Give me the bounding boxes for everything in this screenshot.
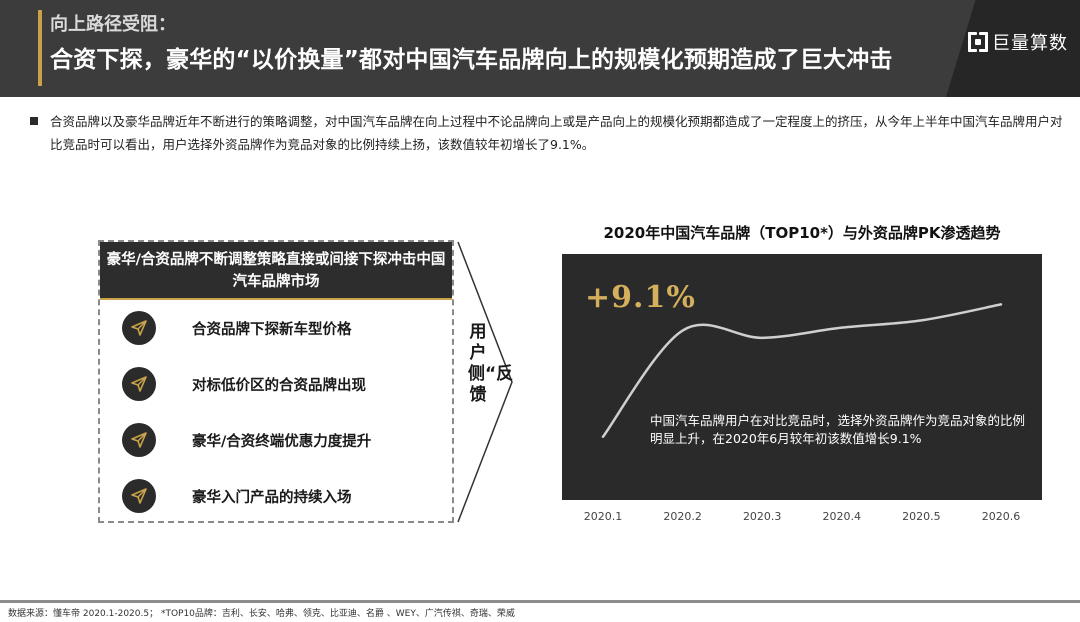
header-accent-bar (38, 10, 42, 86)
header-subtitle: 向上路径受阻： (50, 14, 176, 35)
panel-item-label: 豪华入门产品的持续入场 (192, 490, 352, 506)
logo-text: 巨量算数 (992, 33, 1068, 54)
chart-annotation: 中国汽车品牌用户在对比竞品时，选择外资品牌作为竞品对象的比例明显上升，在2020… (650, 413, 1026, 446)
panel-item-label: 对标低价区的合资品牌出现 (192, 378, 366, 394)
chart-title: 2020年中国汽车品牌（TOP10*）与外资品牌PK渗透趋势 (603, 224, 1001, 242)
panel-item-label: 豪华/合资终端优惠力度提升 (192, 434, 372, 450)
panel-item-label: 合资品牌下探新车型价格 (192, 322, 352, 338)
page-title: 合资下探，豪华的“以价换量”都对中国汽车品牌向上的规模化预期造成了巨大冲击 (50, 47, 893, 73)
x-tick-label: 2020.4 (822, 510, 862, 523)
square-bullet-icon (30, 117, 38, 125)
panel-header: 豪华/合资品牌不断调整策略直接或间接下探冲击中国汽车品牌市场 (100, 242, 452, 300)
intro-section: 合资品牌以及豪华品牌近年不断进行的策略调整，对中国汽车品牌在向上过程中不论品牌向… (30, 110, 1070, 156)
panel-item: 合资品牌下探新车型价格 (122, 308, 432, 348)
line-chart (601, 303, 1003, 438)
panel-item: 豪华/合资终端优惠力度提升 (122, 420, 432, 460)
intro-text: 合资品牌以及豪华品牌近年不断进行的策略调整，对中国汽车品牌在向上过程中不论品牌向… (50, 114, 1063, 152)
series-line (601, 303, 1003, 438)
growth-highlight: +9.1% (585, 280, 696, 315)
panel-item: 豪华入门产品的持续入场 (122, 476, 432, 516)
paper-plane-icon (122, 479, 156, 513)
paper-plane-icon (122, 367, 156, 401)
strategy-panel: 豪华/合资品牌不断调整策略直接或间接下探冲击中国汽车品牌市场 合资品牌下探新车型… (98, 240, 454, 523)
x-tick-label: 2020.1 (583, 510, 623, 523)
x-tick-label: 2020.5 (902, 510, 941, 523)
footer-divider (0, 600, 1080, 603)
x-tick-label: 2020.6 (981, 510, 1021, 523)
brand-logo: 巨量算数 (968, 30, 1068, 54)
arrow-label: 用户侧“反馈 (468, 322, 514, 405)
logo-mark-icon (968, 32, 988, 52)
x-tick-label: 2020.3 (742, 510, 782, 523)
feedback-arrow-icon (457, 241, 513, 523)
paper-plane-icon (122, 423, 156, 457)
footer-source: 数据来源：懂车帝 2020.1-2020.5； *TOP10品牌：吉利、长安、哈… (8, 609, 515, 619)
x-tick-label: 2020.2 (663, 510, 702, 523)
header-banner: 向上路径受阻： 合资下探，豪华的“以价换量”都对中国汽车品牌向上的规模化预期造成… (0, 0, 1080, 97)
paper-plane-icon (122, 311, 156, 345)
panel-item: 对标低价区的合资品牌出现 (122, 364, 432, 404)
